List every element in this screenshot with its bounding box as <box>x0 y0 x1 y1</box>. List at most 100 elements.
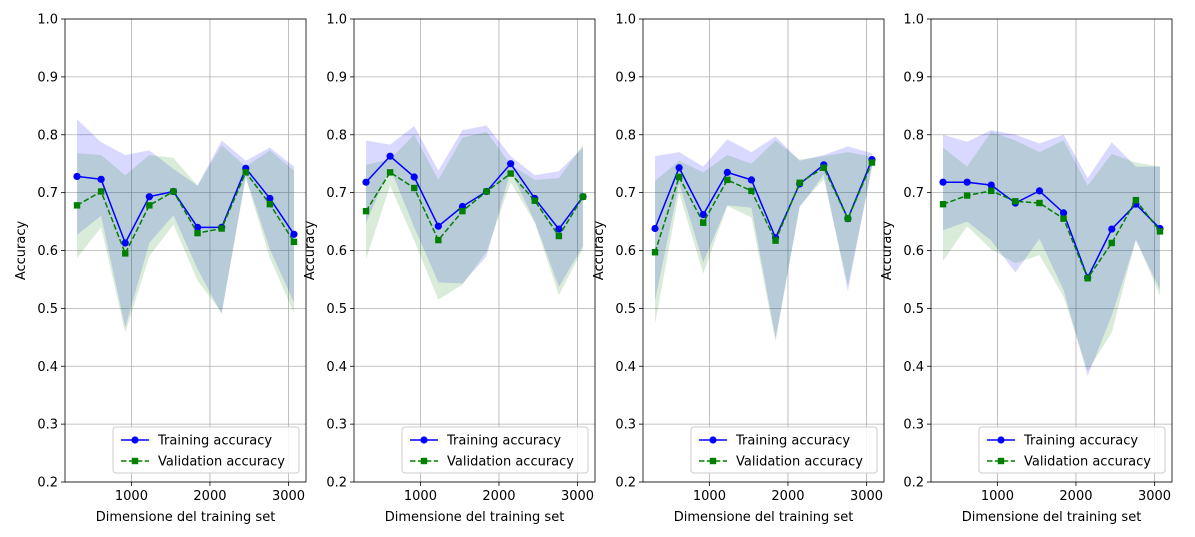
validation-accuracy-point <box>97 188 105 195</box>
validation-accuracy-point <box>122 250 129 257</box>
y-tick-label: 0.7 <box>326 186 347 201</box>
validation-accuracy-point <box>386 169 394 176</box>
y-tick-label: 0.6 <box>615 244 636 259</box>
validation-accuracy-point <box>1060 215 1067 222</box>
training-std-band <box>366 125 583 287</box>
validation-accuracy-point <box>1132 196 1140 204</box>
y-tick-label: 0.4 <box>37 360 58 375</box>
y-tick-label: 1.0 <box>615 13 636 28</box>
training-accuracy-point <box>507 160 515 168</box>
validation-accuracy-point <box>1108 239 1115 247</box>
validation-accuracy-point <box>1036 199 1043 207</box>
y-tick-label: 0.9 <box>615 70 636 85</box>
training-accuracy-point <box>290 230 298 238</box>
validation-accuracy-point <box>1012 198 1019 205</box>
x-tick-label: 1000 <box>693 489 726 504</box>
training-accuracy-line <box>943 181 1161 280</box>
x-tick-label: 2000 <box>1059 489 1092 504</box>
y-tick-label: 0.5 <box>37 302 58 317</box>
training-accuracy-point <box>97 175 105 183</box>
validation-accuracy-point <box>748 187 755 195</box>
y-tick-label: 0.4 <box>326 360 347 375</box>
validation-accuracy-point <box>988 187 995 195</box>
validation-std-band <box>77 145 294 333</box>
y-tick-label: 0.8 <box>903 128 924 143</box>
validation-std-band <box>943 131 1160 371</box>
y-tick-label: 0.5 <box>903 302 924 317</box>
validation-accuracy-line <box>76 170 295 256</box>
training-accuracy-point <box>651 224 659 233</box>
chart-panel-4: 0.2 0.3 0.4 0.5 0.6 0.7 0.8 0.9 1.0 1000 2000 3000 D… <box>880 13 1173 525</box>
y-axis-label: Accuracy <box>592 221 607 281</box>
validation-accuracy-point <box>411 184 418 192</box>
legend-training-label: Training accuracy <box>157 434 272 449</box>
legend: Training accuracy Validation accuracy <box>112 426 300 474</box>
x-axis-label: Dimensione del training set <box>962 510 1142 525</box>
legend-validation-label: Validation accuracy <box>736 455 863 470</box>
y-tick-label: 0.6 <box>903 244 924 259</box>
legend-training-label: Training accuracy <box>735 434 850 449</box>
y-tick-label: 0.6 <box>37 244 58 259</box>
validation-accuracy-point <box>459 207 466 215</box>
y-tick-label: 0.3 <box>903 418 924 433</box>
x-axis-label: Dimensione del training set <box>96 510 276 525</box>
y-axis-label: Accuracy <box>880 221 895 281</box>
validation-accuracy-point <box>146 202 153 209</box>
training-accuracy-point <box>723 168 731 176</box>
training-accuracy-point <box>1059 209 1068 217</box>
y-tick-label: 1.0 <box>326 13 347 28</box>
legend: Training accuracy Validation accuracy <box>690 426 878 474</box>
y-tick-label: 0.3 <box>326 418 347 433</box>
training-accuracy-point <box>362 178 370 186</box>
training-accuracy-point <box>410 173 418 181</box>
validation-accuracy-point <box>939 201 947 208</box>
validation-accuracy-point <box>555 232 563 240</box>
x-tick-label: 1000 <box>404 489 437 504</box>
validation-accuracy-point <box>73 202 81 209</box>
training-accuracy-point <box>145 193 153 201</box>
chart-panel-1: 0.2 0.3 0.4 0.5 0.6 0.7 0.8 0.9 1.0 1000 2000 3000 D… <box>14 13 307 525</box>
training-accuracy-point <box>747 176 756 184</box>
training-accuracy-point <box>675 164 683 172</box>
legend-validation-label: Validation accuracy <box>1024 455 1151 470</box>
x-tick-label: 2000 <box>771 489 804 504</box>
training-accuracy-point <box>266 194 274 203</box>
validation-accuracy-point <box>194 229 201 237</box>
validation-accuracy-point <box>844 215 852 222</box>
x-tick-label: 3000 <box>1138 489 1171 504</box>
legend-validation-marker <box>420 457 428 465</box>
training-accuracy-point <box>1108 225 1116 233</box>
y-axis-label: Accuracy <box>303 221 318 281</box>
validation-accuracy-point <box>1084 275 1091 282</box>
y-tick-label: 1.0 <box>37 13 58 28</box>
legend-box <box>978 426 1166 474</box>
y-tick-label: 0.2 <box>326 476 347 491</box>
training-accuracy-point <box>699 211 707 219</box>
validation-accuracy-line <box>365 171 584 242</box>
y-tick-label: 0.4 <box>903 360 924 375</box>
y-tick-label: 0.5 <box>326 302 347 317</box>
training-accuracy-point <box>939 178 947 186</box>
legend-training-marker <box>131 436 139 444</box>
training-accuracy-point <box>386 152 394 160</box>
x-tick-label: 1000 <box>115 489 148 504</box>
training-accuracy-point <box>987 181 995 189</box>
validation-std-band <box>366 131 583 300</box>
validation-std-band <box>655 140 872 342</box>
y-tick-label: 0.8 <box>326 128 347 143</box>
training-accuracy-point <box>434 222 442 230</box>
validation-accuracy-point <box>868 159 876 166</box>
y-tick-label: 0.9 <box>326 70 347 85</box>
validation-accuracy-point <box>435 236 442 244</box>
y-tick-label: 0.9 <box>903 70 924 85</box>
legend-validation-label: Validation accuracy <box>447 455 574 470</box>
validation-accuracy-point <box>531 197 538 204</box>
y-tick-label: 0.8 <box>615 128 636 143</box>
training-accuracy-point <box>963 178 971 186</box>
legend-box <box>401 426 589 474</box>
legend-validation-marker <box>709 457 717 465</box>
y-tick-label: 0.9 <box>37 70 58 85</box>
legend-validation-label: Validation accuracy <box>158 455 285 470</box>
x-axis-label: Dimensione del training set <box>385 510 565 525</box>
